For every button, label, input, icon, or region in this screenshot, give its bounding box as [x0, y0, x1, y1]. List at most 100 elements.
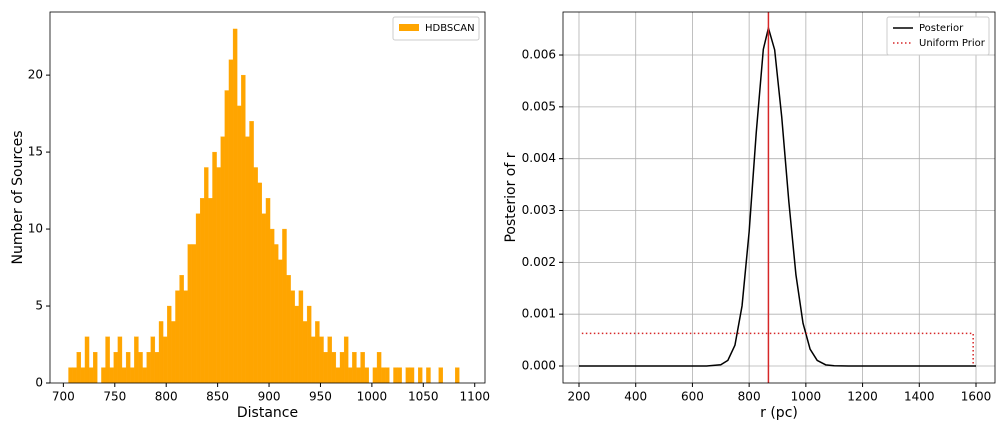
x-tick-label: 850: [206, 390, 229, 404]
line: [581, 332, 974, 366]
y-tick-label: 15: [28, 145, 43, 159]
x-tick-label: 400: [624, 390, 647, 404]
bar: [269, 228, 275, 384]
bar: [315, 321, 320, 384]
legend-label: Posterior: [919, 23, 964, 34]
x-tick-label: 200: [568, 390, 591, 404]
bar: [134, 336, 139, 384]
x-axis-label: r (pc): [760, 405, 798, 421]
y-tick-label: 10: [28, 222, 43, 236]
y-axis-label: Posterior of r: [503, 152, 519, 242]
bar: [162, 336, 168, 384]
bar: [171, 321, 176, 384]
bar: [290, 290, 295, 384]
bar: [348, 367, 353, 384]
legend-box: [886, 16, 990, 56]
x-tick-label: 700: [52, 390, 75, 404]
bar: [76, 352, 82, 384]
x-tick-label: 1050: [408, 390, 439, 404]
bar: [216, 167, 221, 384]
bar: [158, 321, 164, 384]
bar: [376, 352, 382, 384]
bar: [208, 198, 213, 384]
bar: [372, 367, 378, 384]
bar: [105, 336, 110, 384]
bar: [306, 305, 312, 384]
bar: [212, 151, 217, 384]
x-tick-label: 1200: [847, 390, 878, 404]
bar: [130, 367, 135, 384]
axes-frame: [562, 11, 996, 384]
x-tick-label: 1100: [459, 390, 490, 404]
bar: [335, 367, 341, 384]
y-axis-label: Number of Sources: [10, 130, 26, 264]
bar: [179, 275, 184, 384]
bar: [88, 367, 94, 384]
bar: [319, 336, 324, 384]
bar: [204, 167, 209, 384]
bar: [356, 367, 361, 384]
bar: [352, 352, 357, 384]
bar: [220, 136, 225, 384]
bar: [360, 352, 365, 384]
axes: 700 750 800 850 900 950 1000 1050 1100 0 5 10 15 20: [28, 68, 490, 404]
x-tick-label: 1400: [904, 390, 935, 404]
axes-frame: [49, 11, 486, 384]
bar: [331, 352, 337, 384]
bar: [150, 336, 156, 384]
bar: [397, 367, 402, 384]
bar: [385, 367, 390, 384]
bar: [113, 352, 119, 384]
bar: [241, 74, 246, 384]
x-tick-label: 750: [103, 390, 126, 404]
legend-label: Uniform Prior: [919, 38, 986, 49]
y-tick-label: 0.002: [522, 255, 556, 269]
y-tick-label: 0.006: [522, 48, 556, 62]
bar: [364, 367, 369, 384]
x-tick-label: 800: [155, 390, 178, 404]
line: [578, 25, 976, 367]
bar: [146, 352, 151, 384]
bar: [191, 244, 197, 384]
bar: [380, 367, 386, 384]
y-tick-label: 20: [28, 68, 43, 82]
bar: [311, 336, 316, 384]
y-tick-label: 0.003: [522, 203, 556, 217]
y-tick-label: 0.005: [522, 99, 556, 113]
bar: [409, 367, 415, 384]
y-tick-label: 0.001: [522, 307, 556, 321]
bar: [138, 352, 143, 384]
x-tick-label: 1000: [791, 390, 822, 404]
bar: [195, 213, 201, 384]
bar: [232, 28, 238, 384]
bar: [167, 305, 172, 384]
y-tick-label: 0.000: [522, 358, 556, 372]
bar: [183, 290, 188, 384]
bar: [109, 367, 114, 384]
bar: [343, 336, 349, 384]
bar: [68, 367, 73, 384]
bar: [339, 352, 345, 384]
bar: [253, 167, 258, 384]
legend-box: [392, 16, 480, 41]
bar: [393, 367, 398, 384]
bar: [72, 367, 77, 384]
bar: [426, 367, 431, 384]
bar: [125, 352, 131, 384]
legend-label: HDBSCAN: [425, 23, 475, 34]
bar: [265, 198, 271, 384]
bar: [154, 352, 160, 384]
bar: [84, 336, 90, 384]
bar: [455, 367, 460, 384]
bar: [199, 198, 205, 384]
bar: [93, 352, 98, 384]
y-tick-label: 5: [35, 299, 43, 313]
y-tick-label: 0.004: [522, 151, 556, 165]
y-tick-label: 0: [35, 376, 43, 390]
bar: [245, 136, 250, 384]
bar: [228, 59, 234, 384]
bar: [282, 228, 287, 384]
x-tick-label: 1000: [357, 390, 388, 404]
bar: [418, 367, 423, 384]
